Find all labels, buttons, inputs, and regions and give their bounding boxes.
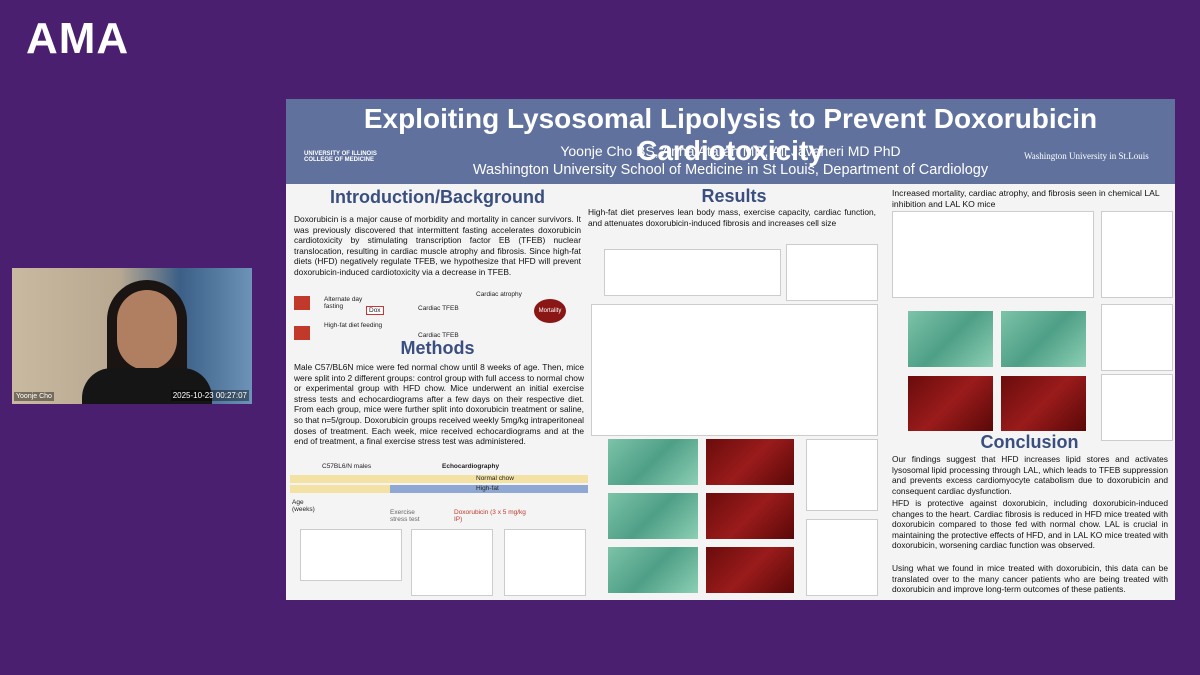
step-badge bbox=[294, 296, 310, 310]
poster: Exploiting Lysosomal Lipolysis to Preven… bbox=[286, 99, 1175, 600]
authors: Yoonje Cho BS, Anna Ataran MD, Ali Javah… bbox=[560, 143, 901, 159]
histology-image bbox=[706, 547, 794, 593]
diet-table bbox=[604, 249, 781, 296]
timeline-label: Doxorubicin (3 x 5 mg/kg IP) bbox=[454, 509, 526, 523]
conclusion-text: Using what we found in mice treated with… bbox=[892, 563, 1168, 595]
survival-chart bbox=[892, 211, 1094, 298]
histology-image bbox=[1001, 311, 1086, 367]
logo-left: UNIVERSITY OF ILLINOIS COLLEGE OF MEDICI… bbox=[304, 151, 377, 163]
intro-text: Doxorubicin is a major cause of morbidit… bbox=[294, 214, 581, 277]
methods-text: Male C57/BL6N mice were fed normal chow … bbox=[294, 362, 584, 447]
histology-image bbox=[608, 547, 698, 593]
timeline-label: Echocardiography bbox=[442, 463, 500, 470]
methods-heading: Methods bbox=[400, 338, 475, 358]
lv-mass-chart bbox=[1101, 211, 1173, 298]
logo-right: Washington University in St.Louis bbox=[1024, 151, 1149, 161]
scatter-figure bbox=[504, 529, 586, 596]
cell-size-chart bbox=[1101, 374, 1173, 441]
line-chart-figure bbox=[786, 244, 878, 301]
bar-chart-figure bbox=[411, 529, 493, 596]
diagram-label: Mortality bbox=[534, 299, 566, 323]
figure-caption: Increased mortality, cardiac atrophy, an… bbox=[892, 188, 1160, 209]
histology-image bbox=[608, 493, 698, 539]
shirt bbox=[82, 368, 212, 404]
affiliation: Washington University School of Medicine… bbox=[472, 162, 989, 178]
histology-image bbox=[908, 376, 993, 431]
diagram-label: Cardiac atrophy bbox=[476, 291, 522, 298]
histology-image bbox=[608, 439, 698, 485]
step-badge bbox=[294, 326, 310, 340]
diagram-label: Dox bbox=[366, 306, 384, 315]
diagram-label: Alternate day fasting bbox=[324, 296, 363, 310]
poster-title: Exploiting Lysosomal Lipolysis to Preven… bbox=[363, 103, 1098, 166]
hfd-bar bbox=[390, 485, 588, 493]
diagram-label: Cardiac TFEB bbox=[418, 305, 459, 312]
webcam-name: Yoonje Cho bbox=[14, 392, 54, 401]
histology-image bbox=[908, 311, 993, 367]
face bbox=[117, 290, 177, 370]
poster-header: Exploiting Lysosomal Lipolysis to Preven… bbox=[286, 99, 1175, 184]
cell-size-chart bbox=[806, 519, 878, 596]
timeline-label: High-fat bbox=[476, 485, 499, 492]
timestamp: 2025-10-23 00:27:07 bbox=[170, 390, 249, 401]
histology-image bbox=[1001, 376, 1086, 431]
results-text: High-fat diet preserves lean body mass, … bbox=[588, 207, 876, 228]
chow-bar bbox=[290, 475, 588, 483]
timeline-label: C57BL6/N males bbox=[322, 463, 372, 470]
diagram-label: Cardiac TFEB bbox=[418, 332, 459, 339]
histology-image bbox=[706, 493, 794, 539]
logo: AMA bbox=[26, 14, 130, 63]
bar-charts-figure bbox=[591, 304, 878, 436]
western-blot bbox=[300, 529, 402, 581]
histology-image bbox=[706, 439, 794, 485]
conclusion-heading: Conclusion bbox=[980, 432, 1079, 452]
diagram-label: High-fat diet feeding bbox=[324, 322, 383, 329]
conclusion-text: Our findings suggest that HFD increases … bbox=[892, 454, 1168, 496]
timeline-label: Exercise stress test bbox=[390, 509, 420, 523]
webcam: Yoonje Cho 2025-10-23 00:27:07 bbox=[12, 268, 252, 404]
chow-bar bbox=[290, 485, 390, 493]
timeline-label: Age (weeks) bbox=[292, 499, 315, 513]
fibrosis-chart bbox=[806, 439, 878, 511]
results-heading: Results bbox=[701, 186, 767, 206]
fibrosis-chart bbox=[1101, 304, 1173, 371]
intro-heading: Introduction/Background bbox=[330, 187, 545, 207]
timeline-label: Normal chow bbox=[476, 475, 514, 482]
conclusion-text: HFD is protective against doxorubicin, i… bbox=[892, 498, 1168, 551]
